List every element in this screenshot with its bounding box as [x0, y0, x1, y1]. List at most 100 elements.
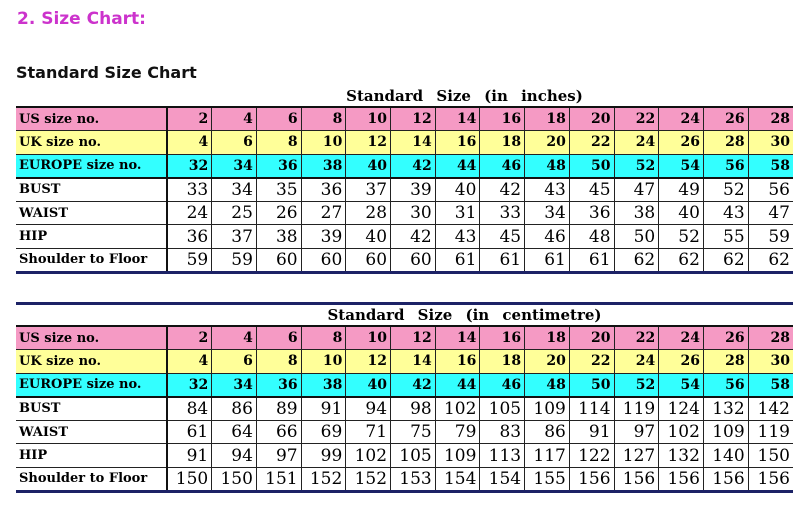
- table-cell: 12: [390, 326, 436, 351]
- table-cell: 24: [167, 201, 213, 226]
- inches-size-table: Standard Size (in inches) US size no. 2 4 6…: [16, 86, 793, 274]
- europe-size-row: EUROPE size no. 32 34 36 38 40 42 44 46 48 50 52 54 5…: [16, 154, 793, 179]
- table-cell: 61: [435, 248, 481, 274]
- table-cell: 34: [211, 154, 257, 179]
- table-cell: 37: [345, 177, 392, 202]
- table-cell: 38: [256, 224, 302, 250]
- table-cell: 140: [703, 443, 749, 469]
- table-cell: 40: [658, 201, 704, 226]
- table-cell: 69: [301, 420, 347, 445]
- table-cell: 28: [748, 326, 793, 351]
- row-label: UK size no.: [16, 349, 168, 374]
- table-cell: 113: [479, 443, 526, 469]
- table-cell: 99: [301, 443, 347, 469]
- table-cell: 119: [748, 420, 793, 445]
- table-cell: 38: [301, 154, 347, 179]
- table-cell: 36: [167, 224, 213, 250]
- table-cell: 153: [390, 467, 436, 493]
- table-cell: 119: [614, 396, 660, 421]
- table-cell: 98: [390, 396, 436, 421]
- row-label: WAIST: [16, 201, 168, 226]
- table-cell: 64: [211, 420, 257, 445]
- table-cell: 10: [301, 130, 347, 155]
- table-cell: 32: [167, 154, 213, 179]
- table-cell: 28: [345, 201, 392, 226]
- table-cell: 150: [748, 443, 793, 469]
- table-cell: 26: [658, 349, 704, 374]
- table-cell: 56: [703, 154, 749, 179]
- table-cell: 44: [435, 373, 481, 398]
- table-cell: 83: [479, 420, 526, 445]
- table-cell: 34: [524, 201, 570, 226]
- table-cell: 30: [390, 201, 436, 226]
- table-cell: 40: [345, 373, 392, 398]
- table-cell: 14: [390, 349, 436, 374]
- table-cell: 6: [211, 130, 257, 155]
- table-cell: 47: [748, 201, 793, 226]
- table-cell: 16: [435, 349, 481, 374]
- table-cell: 36: [256, 154, 302, 179]
- table-cell: 132: [703, 396, 749, 421]
- table-cell: 52: [658, 224, 704, 250]
- section-title: 2. Size Chart:: [17, 9, 146, 29]
- hip-row: HIP 36 37 38 39 40 42 43 45 46 48 50 52 55 59: [16, 224, 793, 250]
- row-label: HIP: [16, 443, 168, 469]
- table-cell: 39: [390, 177, 436, 202]
- table-cell: 34: [211, 373, 257, 398]
- table-cell: 8: [301, 326, 347, 351]
- table-cell: 156: [569, 467, 615, 493]
- table-cell: 124: [658, 396, 704, 421]
- table-cell: 154: [479, 467, 526, 493]
- row-label: EUROPE size no.: [16, 373, 168, 398]
- table-cell: 12: [390, 107, 436, 132]
- table-cell: 45: [479, 224, 526, 250]
- table-cell: 152: [301, 467, 347, 493]
- table-cell: 56: [703, 373, 749, 398]
- row-label: UK size no.: [16, 130, 168, 155]
- table-cell: 22: [614, 326, 660, 351]
- table-cell: 38: [614, 201, 660, 226]
- row-label: Shoulder to Floor: [16, 467, 168, 493]
- table-cell: 52: [614, 373, 660, 398]
- table-cell: 48: [569, 224, 615, 250]
- table-cell: 46: [524, 224, 570, 250]
- us-size-row: US size no. 2 4 6 8 10 12 14 16 18 20 22 24 26 28: [16, 107, 793, 132]
- table-cell: 109: [703, 420, 749, 445]
- table-cell: 8: [256, 130, 302, 155]
- table-cell: 33: [167, 177, 213, 202]
- table-cell: 24: [614, 349, 660, 374]
- uk-size-row: UK size no. 4 6 8 10 12 14 16 18 20 22 24 26 28 30: [16, 130, 793, 155]
- table-cell: 36: [301, 177, 347, 202]
- table-cell: 42: [390, 224, 436, 250]
- table-cell: 25: [211, 201, 257, 226]
- table-cell: 22: [569, 130, 615, 155]
- table-cell: 79: [435, 420, 481, 445]
- table-cell: 117: [524, 443, 570, 469]
- table-cell: 2: [167, 326, 213, 351]
- table-cell: 20: [524, 349, 570, 374]
- table-cell: 16: [479, 326, 526, 351]
- row-label: Shoulder to Floor: [16, 248, 168, 274]
- table-cell: 39: [301, 224, 347, 250]
- table-cell: 59: [211, 248, 257, 274]
- table-cell: 86: [524, 420, 570, 445]
- table-cell: 66: [256, 420, 302, 445]
- table-cell: 31: [435, 201, 481, 226]
- table-cell: 151: [256, 467, 302, 493]
- row-label: BUST: [16, 396, 168, 421]
- table-cell: 58: [748, 373, 793, 398]
- table-cell: 18: [479, 349, 526, 374]
- table-cell: 20: [524, 130, 570, 155]
- table-cell: 2: [167, 107, 213, 132]
- table-cell: 26: [256, 201, 302, 226]
- table-cell: 102: [435, 396, 481, 421]
- table-cell: 33: [479, 201, 526, 226]
- table-cell: 52: [614, 154, 660, 179]
- table-cell: 16: [479, 107, 526, 132]
- row-label: US size no.: [16, 326, 168, 351]
- table-cell: 18: [479, 130, 526, 155]
- table-cell: 102: [658, 420, 704, 445]
- table-cell: 18: [524, 326, 570, 351]
- table-cell: 142: [748, 396, 793, 421]
- table-cell: 62: [658, 248, 704, 274]
